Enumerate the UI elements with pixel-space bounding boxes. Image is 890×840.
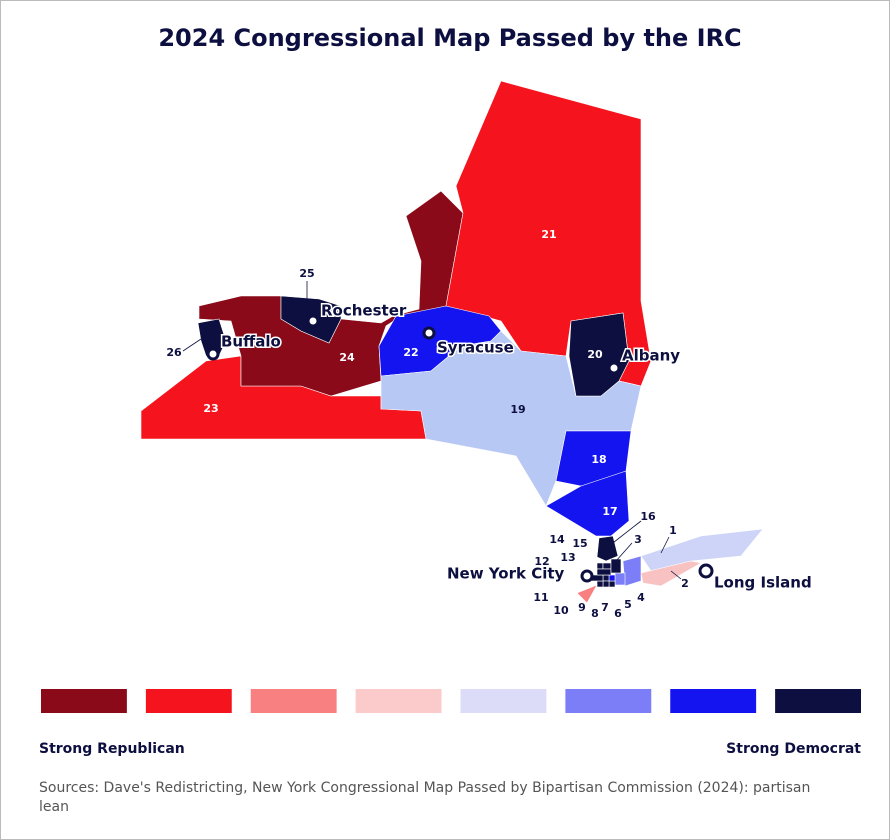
district: [545, 470, 630, 537]
district-label: 16: [640, 510, 656, 523]
district-label: 1: [669, 524, 677, 537]
district-label: 8: [591, 607, 599, 620]
district: [622, 555, 642, 587]
district: [602, 580, 610, 588]
legend-swatch: [460, 689, 547, 713]
district-label: 22: [403, 346, 418, 359]
district: [596, 535, 619, 562]
legend-swatch: [250, 689, 337, 713]
district: [596, 568, 612, 576]
district: [614, 572, 626, 586]
legend-swatch: [775, 689, 861, 713]
leader-line: [615, 542, 633, 562]
legend-left-label: Strong Republican: [39, 741, 185, 757]
leader-line: [670, 570, 682, 580]
district-label: 25: [299, 267, 314, 280]
district-label: 23: [203, 402, 218, 415]
district-label: 3: [634, 533, 642, 546]
leader-line: [608, 520, 642, 547]
city-label: Albany: [622, 347, 680, 365]
city-dot: [698, 563, 714, 579]
district-label: 11: [533, 591, 548, 604]
legend-swatch: [670, 689, 757, 713]
legend-swatch: [145, 689, 232, 713]
leader-line: [660, 536, 670, 554]
district: [608, 580, 616, 588]
district-label: 4: [637, 591, 645, 604]
district: [602, 562, 612, 570]
leader-line: [182, 338, 202, 352]
district-label: 17: [602, 505, 617, 518]
title: 2024 Congressional Map Passed by the IRC: [158, 24, 741, 52]
district: [140, 355, 427, 440]
district-label: 14: [549, 533, 565, 546]
district-label: 10: [553, 604, 569, 617]
city-label: Long Island: [714, 574, 812, 592]
city-dot: [206, 347, 220, 361]
district-label: 5: [624, 598, 632, 611]
district-label: 21: [541, 228, 556, 241]
city-label: Syracuse: [437, 339, 514, 357]
district: [568, 312, 630, 397]
district: [576, 584, 598, 604]
legend-swatch: [41, 689, 127, 713]
district: [608, 574, 616, 582]
district: [640, 560, 702, 587]
city-dot: [607, 361, 621, 375]
district-label: 13: [560, 551, 575, 564]
district-label: 9: [578, 601, 586, 614]
district-label: 6: [614, 607, 622, 620]
source-note: Sources: Dave's Redistricting, New York …: [39, 780, 811, 815]
district: [596, 580, 604, 588]
city-dot: [306, 314, 320, 328]
legend-right-label: Strong Democrat: [726, 741, 861, 757]
city-dot: [422, 326, 436, 340]
legend-swatch: [355, 689, 442, 713]
district-label: 26: [166, 346, 182, 359]
map: 2024 Congressional Map Passed by the IRC…: [39, 24, 861, 757]
district-label: 7: [601, 601, 609, 614]
district: [380, 330, 642, 507]
district-label: 12: [534, 555, 549, 568]
city-dot: [580, 569, 594, 583]
city-label: Rochester: [321, 302, 407, 320]
legend-swatch: [565, 689, 652, 713]
district: [610, 558, 622, 574]
district: [602, 574, 610, 582]
district-label: 2: [681, 577, 689, 590]
city-label: New York City: [447, 565, 565, 583]
district-label: 19: [510, 403, 525, 416]
district-label: 15: [572, 537, 587, 550]
city-label: Buffalo: [221, 333, 281, 351]
district-label: 18: [591, 453, 606, 466]
district: [596, 562, 604, 570]
district-label: 24: [339, 351, 355, 364]
district-label: 20: [587, 348, 603, 361]
legend: [41, 689, 861, 713]
